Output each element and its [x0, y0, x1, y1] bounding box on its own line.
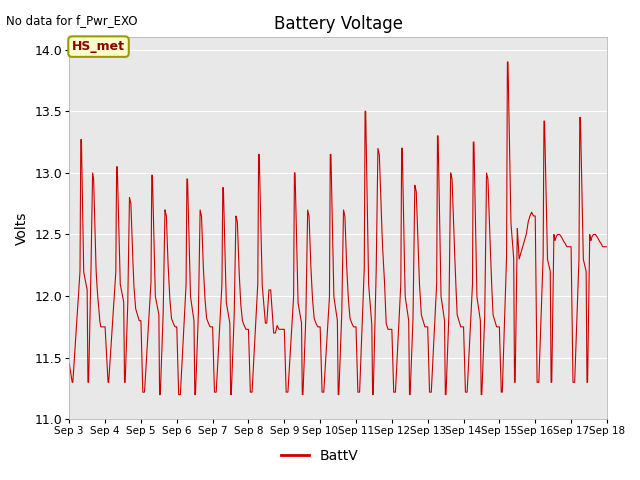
Text: No data for f_Pwr_EXO: No data for f_Pwr_EXO — [6, 14, 138, 27]
Title: Battery Voltage: Battery Voltage — [273, 15, 403, 33]
Text: HS_met: HS_met — [72, 40, 125, 53]
Legend: BattV: BattV — [276, 443, 364, 468]
Y-axis label: Volts: Volts — [15, 212, 29, 245]
